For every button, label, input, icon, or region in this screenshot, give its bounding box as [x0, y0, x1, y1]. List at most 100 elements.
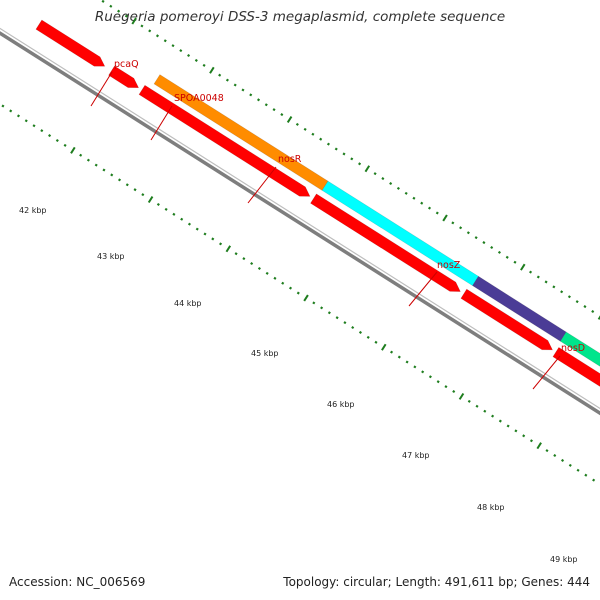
outer-tick-38 [326, 142, 330, 146]
gene-SPOA0048 [138, 84, 311, 197]
leader-nosD [532, 355, 561, 390]
gene-label-nosZ: nosZ [437, 260, 461, 271]
outer-tick-68 [560, 290, 564, 294]
outer-tick-65 [536, 275, 540, 279]
inner-tick-20 [110, 173, 114, 177]
inner-tick-60 [421, 370, 425, 374]
inner-tick-42 [281, 281, 285, 285]
gene-teal [559, 331, 600, 367]
inner-tick-18 [94, 163, 98, 167]
inner-tick-46 [312, 301, 316, 305]
outer-tick-56 [466, 231, 470, 235]
outer-tick-45 [381, 177, 385, 181]
outer-tick-54 [451, 221, 455, 225]
inner-tick-52 [358, 330, 362, 334]
inner-tick-43 [288, 286, 293, 290]
outer-tick-13 [131, 17, 137, 25]
outer-tick-36 [311, 132, 315, 136]
inner-tick-71 [506, 424, 510, 428]
gene-red-end [552, 346, 600, 387]
outer-tick-49 [412, 196, 416, 200]
inner-tick-57 [397, 355, 401, 359]
outer-tick-64 [529, 270, 533, 274]
kbp-label-48: 48 kbp [477, 503, 505, 512]
inner-tick-16 [79, 153, 83, 157]
inner-tick-33 [211, 237, 215, 241]
topology-summary: Topology: circular; Length: 491,611 bp; … [283, 575, 590, 589]
inner-tick-40 [265, 271, 269, 275]
inner-tick-31 [195, 227, 199, 231]
outer-tick-47 [396, 186, 400, 190]
inner-tick-17 [86, 158, 90, 162]
inner-tick-62 [436, 380, 440, 384]
inner-tick-44 [296, 291, 300, 295]
outer-tick-9 [101, 0, 105, 3]
inner-tick-34 [219, 242, 223, 246]
gene-nosR [153, 74, 329, 191]
inner-tick-51 [351, 326, 355, 330]
outer-tick-21 [194, 58, 198, 62]
inner-tick-56 [390, 350, 394, 354]
map-title: Ruegeria pomeroyi DSS-3 megaplasmid, com… [94, 9, 506, 25]
inner-tick-ring [1, 104, 596, 482]
inner-tick-79 [568, 463, 572, 467]
inner-tick-7 [9, 109, 13, 113]
outer-tick-25 [225, 78, 229, 82]
inner-tick-14 [63, 143, 67, 147]
outer-tick-28 [249, 93, 253, 97]
outer-tick-70 [575, 300, 579, 304]
leader-SPOA0048 [150, 105, 173, 141]
inner-tick-70 [498, 419, 502, 423]
inner-tick-82 [592, 478, 596, 482]
outer-tick-37 [319, 137, 323, 141]
leader-pcaQ [90, 71, 113, 107]
inner-tick-67 [475, 404, 479, 408]
gene-label-texts: pcaQ SPOA0048 nosR nosZ nosD [114, 59, 585, 354]
inner-tick-73 [522, 434, 526, 438]
gene-label-pcaQ: pcaQ [114, 59, 139, 70]
outer-tick-51 [427, 206, 432, 210]
inner-tick-49 [335, 316, 339, 320]
inner-tick-74 [529, 439, 533, 443]
gene-track [35, 19, 600, 387]
outer-tick-ring [101, 0, 600, 320]
outer-tick-34 [295, 122, 299, 126]
gene-label-nosD: nosD [561, 343, 585, 354]
outer-tick-48 [404, 191, 408, 195]
outer-tick-12 [124, 14, 128, 18]
backbone-line-1 [0, 27, 600, 410]
outer-tick-20 [187, 53, 191, 58]
inner-tick-69 [491, 414, 495, 418]
outer-tick-17 [163, 39, 167, 43]
outer-tick-39 [334, 147, 338, 151]
inner-tick-11 [40, 129, 44, 133]
outer-tick-63 [520, 263, 526, 271]
inner-tick-61 [428, 375, 432, 379]
outer-tick-33 [286, 116, 293, 123]
inner-tick-63 [444, 385, 448, 389]
outer-tick-41 [350, 157, 354, 161]
inner-tick-65 [458, 392, 465, 400]
inner-tick-76 [545, 449, 549, 453]
inner-tick-19 [102, 168, 106, 172]
inner-tick-13 [55, 138, 59, 142]
outer-tick-57 [474, 236, 478, 240]
inner-tick-54 [374, 340, 378, 344]
kbp-label-43: 43 kbp [97, 252, 125, 261]
inner-tick-29 [180, 217, 184, 221]
inner-tick-24 [141, 193, 145, 197]
outer-tick-10 [109, 4, 113, 8]
outer-tick-52 [435, 211, 439, 215]
inner-tick-32 [203, 232, 207, 236]
leader-nosR [247, 166, 277, 204]
kbp-label-49: 49 kbp [550, 555, 578, 564]
inner-tick-38 [250, 262, 254, 266]
gene-pcaQ [35, 19, 106, 67]
outer-tick-16 [155, 34, 159, 38]
outer-tick-46 [389, 181, 393, 186]
outer-tick-58 [482, 241, 486, 245]
leader-nosZ [408, 271, 438, 307]
inner-tick-27 [164, 207, 168, 211]
kbp-label-42: 42 kbp [19, 206, 47, 215]
